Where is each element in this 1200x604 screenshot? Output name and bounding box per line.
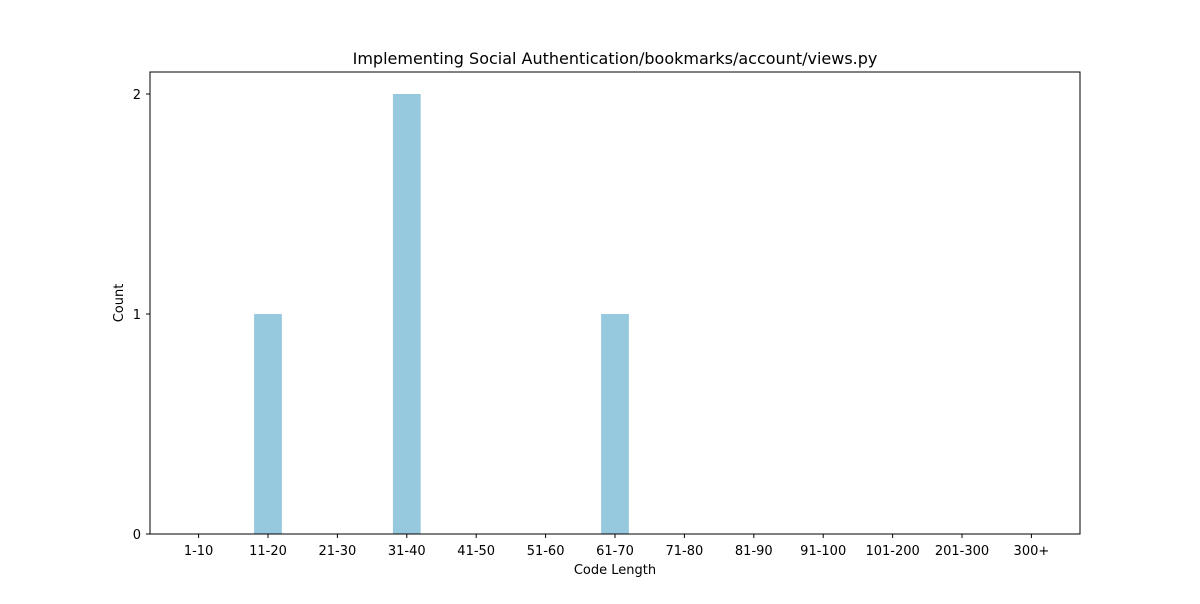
x-axis-label: Code Length	[574, 563, 656, 578]
bar-61-70	[601, 314, 629, 534]
y-tick-label: 2	[133, 88, 141, 103]
y-tick-label: 1	[133, 308, 141, 323]
x-tick-label: 1-10	[184, 544, 214, 559]
plot-frame	[149, 71, 1081, 535]
x-tick-label: 51-60	[527, 544, 565, 559]
x-tick-label: 61-70	[596, 544, 634, 559]
y-tick-label: 0	[133, 528, 141, 543]
x-tick-label: 101-200	[865, 544, 919, 559]
x-tick-label: 21-30	[318, 544, 356, 559]
x-tick-label: 41-50	[457, 544, 495, 559]
chart-title: Implementing Social Authentication/bookm…	[353, 49, 878, 68]
x-tick-label: 71-80	[666, 544, 704, 559]
x-tick-label: 11-20	[249, 544, 287, 559]
ticks-layer: 1-10 11-20 21-30 31-40 41-50 51-60 61-70 71-80 8…	[133, 88, 1050, 559]
bar-11-20	[254, 314, 282, 534]
x-tick-label: 91-100	[800, 544, 846, 559]
x-tick-label: 31-40	[388, 544, 426, 559]
y-axis-label: Count	[112, 284, 127, 323]
x-tick-label: 81-90	[735, 544, 773, 559]
x-tick-label: 300+	[1014, 544, 1050, 559]
bars-layer	[254, 94, 629, 534]
x-tick-label: 201-300	[935, 544, 989, 559]
bar-31-40	[392, 94, 421, 534]
